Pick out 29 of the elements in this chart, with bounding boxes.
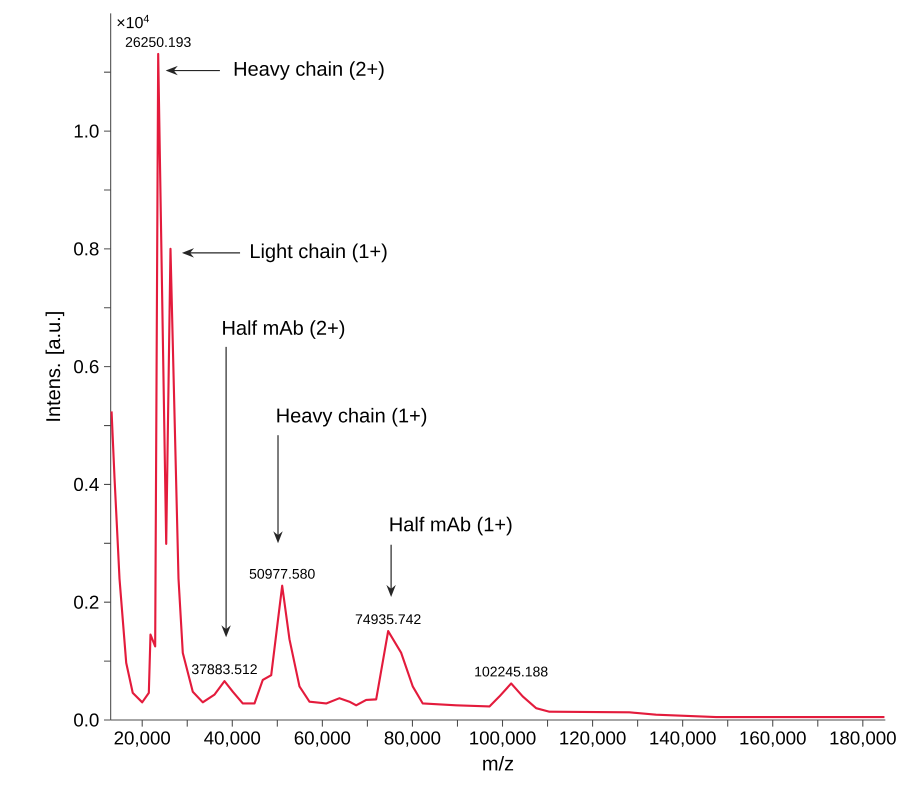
annotation: 102245.188 — [475, 666, 548, 677]
x-axis-title: m/z — [483, 756, 514, 771]
x-tick-label: 40,000 — [204, 731, 260, 747]
y-tick-label: 0.2 — [74, 596, 98, 609]
y-tick-label: 0.8 — [74, 242, 98, 256]
annotation: Half mAb (1+) — [390, 516, 512, 536]
annotation: ×10$^{4}$ — [117, 14, 150, 28]
annotation: Half mAb (2+) — [223, 320, 344, 339]
x-tick-label: 140,000 — [650, 731, 716, 747]
x-tick-label: 160,000 — [740, 731, 806, 747]
annotation: 50977.580 — [250, 568, 315, 579]
annotation: Light chain (1+) — [251, 244, 387, 262]
y-tick-label: 0.4 — [74, 478, 99, 492]
y-tick-label: 0.0 — [74, 713, 99, 727]
annotation: 37883.512 — [192, 664, 257, 674]
x-tick-label: 60,000 — [294, 731, 350, 747]
x-tick-label: 100,000 — [470, 731, 536, 747]
annotation: 26250.193 — [126, 37, 191, 48]
line-series — [110, 52, 886, 718]
x-tick-label: 120,000 — [560, 731, 626, 747]
x-tick-label: 180,000 — [830, 731, 896, 747]
y-axis-title: Intens. [a.u.] — [46, 312, 64, 421]
annotation: Heavy chain (2+) — [234, 61, 384, 80]
annotation: 74935.742 — [356, 614, 421, 624]
y-tick-label: 0.6 — [74, 360, 98, 374]
x-tick-label: 20,000 — [114, 731, 170, 747]
y-tick-label: 1.0 — [74, 124, 99, 138]
annotation: Heavy chain (1+) — [277, 408, 426, 427]
x-tick-label: 80,000 — [384, 731, 440, 747]
